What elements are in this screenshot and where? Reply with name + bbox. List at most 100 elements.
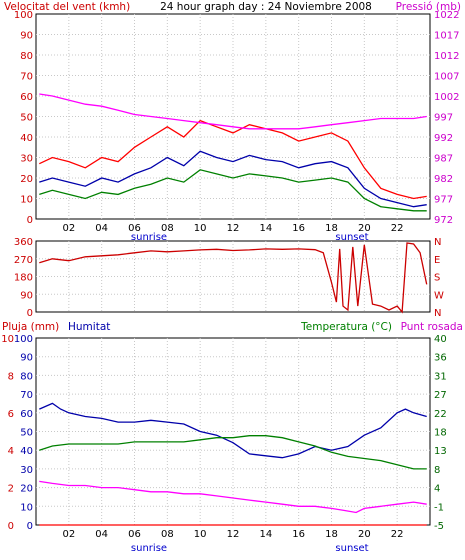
humidity-tick-label: 60 (20, 409, 33, 420)
y-tick-label: 1017 (434, 31, 459, 42)
sunset-label: sunset (335, 232, 368, 243)
humidity-tick-label: 70 (20, 390, 33, 401)
x-tick-label: 20 (358, 223, 371, 234)
humidity-tick-label: 20 (20, 484, 33, 495)
y-tick-label: 90 (20, 290, 33, 301)
humidity-tick-label: 50 (20, 428, 33, 439)
rain-tick-label: 4 (8, 446, 14, 457)
y-tick-label: 8 (434, 465, 440, 476)
x-tick-label: 18 (325, 529, 338, 540)
y-tick-label: 360 (14, 237, 33, 248)
x-tick-label: 06 (128, 223, 141, 234)
y-tick-label: 20 (20, 174, 33, 185)
sunrise-label: sunrise (131, 232, 167, 243)
temperature-ticks: -5 -1 4 8 13 18 22 27 31 36 40 (434, 334, 447, 532)
rain-tick-label: 6 (8, 409, 14, 420)
temperature-axis-title: Temperatura (°C) (300, 321, 392, 333)
y-tick-label: 30 (20, 154, 33, 165)
wind-panel-grid (36, 14, 430, 219)
y-tick-label: 1007 (434, 72, 459, 83)
humidity-tick-label: 80 (20, 371, 33, 382)
graph-title: 24 hour graph day : 24 Noviembre 2008 (160, 1, 372, 13)
x-tick-label: 08 (161, 529, 174, 540)
humidity-tick-label: 40 (20, 446, 33, 457)
y-tick-label: N (434, 308, 441, 319)
y-tick-label: 987 (434, 154, 453, 165)
y-tick-label: 22 (434, 409, 447, 420)
y-tick-label: 70 (20, 72, 33, 83)
y-tick-label: 0 (27, 215, 33, 226)
y-tick-label: W (434, 290, 444, 301)
y-tick-label: 50 (20, 113, 33, 124)
wind-panel-x-ticks: 02 04 06 08 10 12 14 16 18 20 22 (62, 223, 403, 234)
x-tick-label: 06 (128, 529, 141, 540)
x-tick-label: 04 (95, 529, 108, 540)
x-tick-label: 12 (227, 223, 240, 234)
x-tick-label: 12 (227, 529, 240, 540)
pressure-line (39, 93, 427, 130)
wind-axis-ticks: 0 10 20 30 40 50 60 70 80 90 100 (14, 10, 33, 226)
temperature-line (39, 435, 427, 470)
rain-axis-title: Pluja (mm) (2, 321, 59, 333)
y-tick-label: 80 (20, 51, 33, 62)
y-tick-label: 1022 (434, 10, 459, 21)
y-tick-label: -5 (434, 521, 444, 532)
x-tick-label: 22 (391, 529, 404, 540)
rain-tick-label: 0 (8, 521, 14, 532)
y-tick-label: 36 (434, 353, 447, 364)
x-tick-label: 10 (194, 529, 207, 540)
pressure-axis-ticks: 972 977 982 987 992 997 1002 1007 1012 1017 1022 (434, 10, 459, 226)
y-tick-label: 4 (434, 484, 440, 495)
y-tick-label: 40 (20, 133, 33, 144)
y-tick-label: 31 (434, 371, 447, 382)
direction-degree-ticks: 0 90 180 270 360 (14, 237, 33, 319)
y-tick-label: 100 (14, 10, 33, 21)
gust-line (39, 119, 427, 200)
wind_avg-line (39, 150, 427, 208)
y-tick-label: 90 (20, 31, 33, 42)
y-tick-label: 60 (20, 92, 33, 103)
wind-axis-title: Velocitat del vent (kmh) (4, 1, 130, 13)
dew-point-axis-title: Punt rosada (401, 321, 463, 333)
wind-panel-lines (39, 93, 427, 212)
wind_min-line (39, 169, 427, 212)
y-tick-label: E (434, 255, 440, 266)
x-tick-label: 04 (95, 223, 108, 234)
x-tick-label: 20 (358, 529, 371, 540)
x-tick-label: 16 (292, 223, 305, 234)
sunrise-label-bottom: sunrise (131, 543, 167, 554)
humidity-tick-label: 30 (20, 465, 33, 476)
humidity-tick-label: 90 (20, 353, 33, 364)
y-tick-label: N (434, 237, 441, 248)
y-tick-label: 18 (434, 428, 447, 439)
y-tick-label: 180 (14, 273, 33, 284)
climate-panel-lines (39, 402, 427, 526)
direction-line (39, 242, 428, 314)
rain-tick-label: 10 (1, 334, 14, 345)
rain-tick-label: 2 (8, 484, 14, 495)
y-tick-label: 977 (434, 195, 453, 206)
y-tick-label: 27 (434, 390, 447, 401)
humidity-tick-label: 10 (20, 502, 33, 513)
pressure-axis-title: Pressió (mb) (396, 1, 461, 13)
y-tick-label: 13 (434, 446, 447, 457)
humidity-tick-label: 100 (14, 334, 33, 345)
sunset-label-bottom: sunset (335, 543, 368, 554)
y-tick-label: 972 (434, 215, 453, 226)
y-tick-label: 0 (27, 308, 33, 319)
y-tick-label: 1002 (434, 92, 459, 103)
y-tick-label: -1 (434, 502, 444, 513)
x-tick-label: 10 (194, 223, 207, 234)
x-tick-label: 22 (391, 223, 404, 234)
x-tick-label: 18 (325, 223, 338, 234)
direction-panel-lines (39, 242, 428, 314)
rain-tick-label: 8 (8, 371, 14, 382)
x-tick-label: 08 (161, 223, 174, 234)
y-tick-label: S (434, 273, 440, 284)
x-tick-label: 14 (259, 529, 272, 540)
x-tick-label: 14 (259, 223, 272, 234)
